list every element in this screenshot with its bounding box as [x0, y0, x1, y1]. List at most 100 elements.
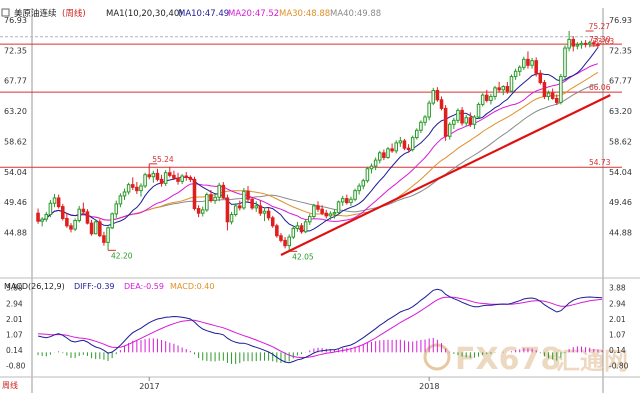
candle[interactable] [312, 203, 316, 219]
candle[interactable] [139, 183, 143, 197]
candle[interactable] [476, 102, 481, 120]
candle[interactable] [320, 205, 324, 216]
candle[interactable] [534, 57, 538, 77]
bottom-period-label[interactable]: 周线 [2, 380, 18, 390]
candle[interactable] [110, 212, 114, 230]
candle[interactable] [56, 194, 61, 209]
candle[interactable] [176, 172, 180, 185]
candle[interactable] [439, 96, 444, 111]
candle[interactable] [98, 219, 102, 238]
candle[interactable] [423, 115, 427, 126]
candle[interactable] [126, 182, 131, 195]
candle[interactable] [443, 105, 448, 141]
candle[interactable] [266, 207, 271, 221]
candle[interactable] [225, 194, 230, 231]
candle[interactable] [485, 89, 489, 103]
candle[interactable] [464, 115, 468, 127]
candle[interactable] [168, 166, 172, 178]
candle[interactable] [316, 201, 320, 212]
candle[interactable] [575, 42, 580, 50]
candle[interactable] [217, 182, 221, 202]
candle[interactable] [135, 182, 139, 194]
candle[interactable] [489, 93, 493, 105]
candle[interactable] [213, 194, 217, 204]
candle[interactable] [188, 175, 193, 183]
candle[interactable] [435, 87, 440, 102]
candle[interactable] [36, 208, 40, 224]
candle[interactable] [468, 112, 473, 127]
candle[interactable] [373, 157, 378, 171]
candle[interactable] [456, 108, 460, 123]
candle[interactable] [328, 211, 333, 220]
candle[interactable] [550, 88, 555, 100]
candle[interactable] [307, 213, 312, 226]
candle[interactable] [254, 201, 259, 212]
candle[interactable] [81, 202, 86, 215]
candle[interactable] [184, 172, 189, 181]
candle[interactable] [365, 166, 370, 183]
candle[interactable] [324, 209, 329, 219]
candle[interactable] [345, 194, 349, 205]
candle[interactable] [77, 205, 82, 223]
candle[interactable] [65, 213, 69, 228]
candle[interactable] [386, 146, 390, 159]
candle[interactable] [163, 170, 168, 186]
candle[interactable] [295, 221, 300, 232]
candle[interactable] [279, 233, 283, 243]
candle[interactable] [357, 183, 361, 195]
candle[interactable] [505, 81, 510, 94]
candle[interactable] [559, 73, 563, 105]
candle[interactable] [291, 225, 296, 240]
candle[interactable] [180, 174, 184, 185]
candle[interactable] [221, 182, 226, 200]
candle[interactable] [118, 193, 123, 208]
candle[interactable] [406, 144, 411, 153]
candle[interactable] [130, 177, 135, 190]
candle[interactable] [394, 140, 398, 154]
candle[interactable] [390, 143, 394, 153]
candle[interactable] [303, 219, 308, 234]
candle[interactable] [44, 211, 49, 222]
candle[interactable] [270, 215, 275, 228]
candle[interactable] [452, 117, 456, 129]
candle[interactable] [275, 223, 279, 238]
candle[interactable] [546, 90, 551, 101]
candle[interactable] [262, 207, 267, 222]
candle[interactable] [530, 58, 534, 69]
candle[interactable] [526, 51, 530, 69]
candle[interactable] [89, 219, 94, 236]
candle[interactable] [246, 185, 250, 202]
candle[interactable] [583, 40, 588, 48]
candle[interactable] [122, 188, 127, 200]
candle[interactable] [48, 199, 53, 218]
candle[interactable] [415, 128, 419, 140]
candle[interactable] [497, 81, 501, 93]
candle[interactable] [106, 226, 110, 251]
candle[interactable] [155, 168, 160, 182]
candle[interactable] [73, 218, 77, 232]
candle[interactable] [509, 74, 514, 93]
candle[interactable] [579, 40, 584, 49]
candle[interactable] [447, 122, 452, 140]
candle[interactable] [85, 209, 90, 225]
candle[interactable] [159, 174, 164, 187]
candle[interactable] [554, 94, 559, 106]
candle[interactable] [427, 100, 431, 121]
candle[interactable] [517, 65, 522, 76]
candle[interactable] [336, 200, 341, 215]
candle[interactable] [69, 223, 73, 233]
candle[interactable] [114, 200, 119, 218]
candle[interactable] [596, 42, 600, 49]
candle[interactable] [402, 138, 407, 151]
candle[interactable] [250, 197, 254, 210]
candle[interactable] [52, 193, 57, 208]
candle[interactable] [238, 200, 242, 211]
candle[interactable] [196, 205, 201, 218]
candle[interactable] [60, 203, 65, 221]
candle[interactable] [332, 209, 337, 219]
candle[interactable] [377, 150, 382, 164]
candle[interactable] [102, 231, 106, 246]
period-label[interactable]: (周线) [62, 8, 86, 19]
candle[interactable] [361, 178, 366, 190]
candle[interactable] [340, 195, 345, 206]
